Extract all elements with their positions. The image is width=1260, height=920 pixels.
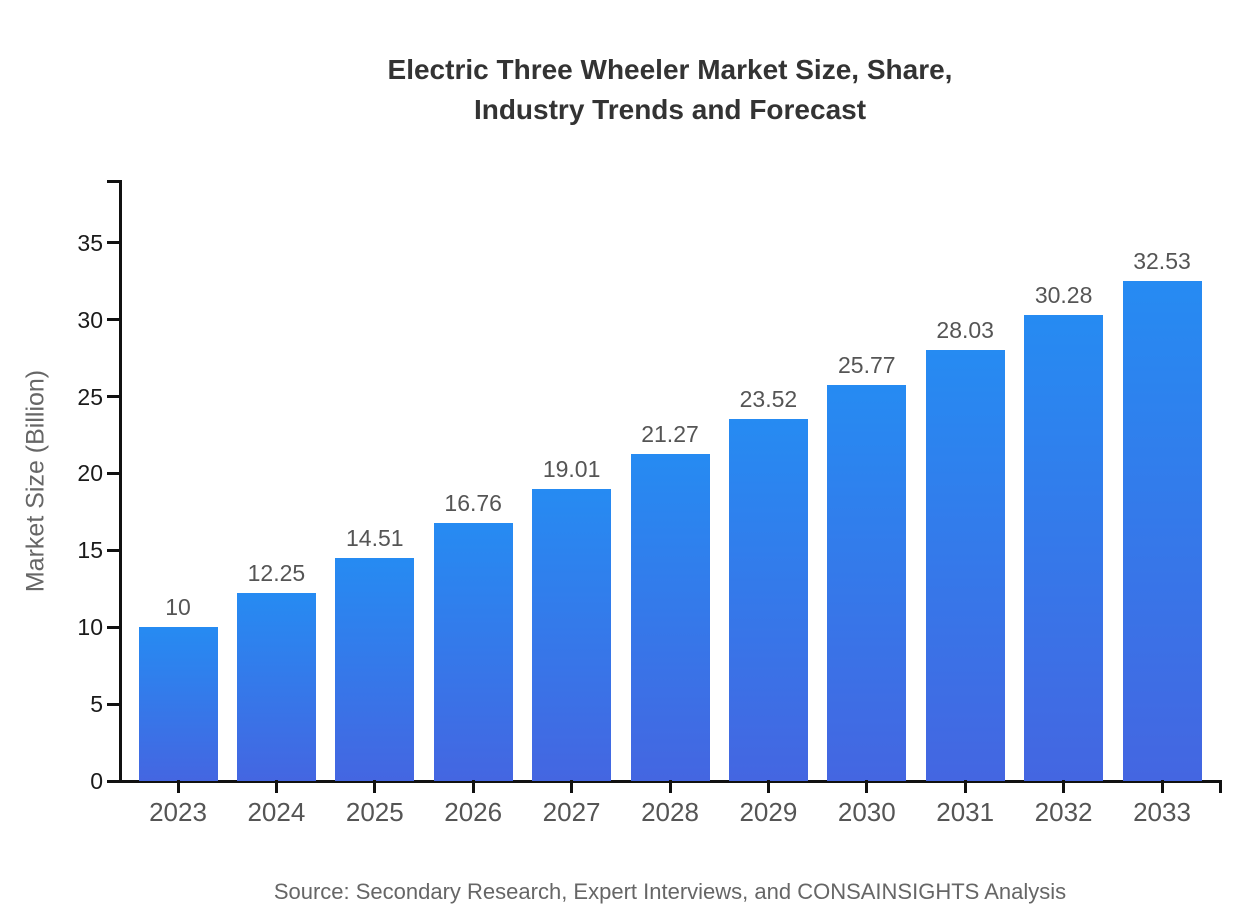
bar-2026	[433, 523, 513, 781]
y-tick	[107, 318, 119, 322]
bar-2023	[138, 627, 218, 781]
x-tick-label: 2033	[1133, 797, 1191, 827]
y-tick-label: 5	[90, 691, 103, 718]
bar-value-label: 21.27	[641, 420, 699, 447]
bar-2024	[236, 592, 316, 781]
bar-value-label: 10	[165, 594, 191, 621]
bar-2031	[925, 349, 1005, 781]
x-tick	[274, 780, 278, 793]
y-tick-label: 0	[90, 768, 103, 794]
y-tick-label: 10	[77, 614, 103, 641]
bar-value-label: 16.76	[444, 490, 502, 517]
chart-title: Electric Three Wheeler Market Size, Shar…	[80, 50, 1260, 130]
x-tick	[865, 780, 869, 793]
bar-2032	[1024, 315, 1104, 781]
y-tick-label: 25	[77, 383, 103, 410]
bar-value-label: 12.25	[247, 559, 306, 586]
x-tick-label: 2026	[444, 797, 503, 827]
x-tick-label: 2029	[739, 797, 798, 827]
bar-2030	[827, 384, 907, 781]
x-tick-label: 2030	[837, 797, 896, 827]
y-axis-end-tick	[107, 180, 119, 183]
x-tick-label: 2032	[1034, 797, 1093, 827]
y-tick	[107, 779, 119, 783]
x-tick	[373, 780, 377, 793]
x-tick-label: 2027	[542, 797, 601, 827]
y-tick	[107, 395, 119, 398]
x-tick	[570, 780, 574, 793]
y-tick-label: 15	[77, 537, 103, 564]
bar-value-label: 28.03	[936, 316, 994, 343]
x-tick-label: 2025	[345, 797, 404, 827]
bar-value-label: 19.01	[542, 455, 601, 482]
bar-value-label: 30.28	[1034, 282, 1093, 309]
x-tick	[668, 780, 672, 793]
y-tick-label: 35	[77, 229, 103, 256]
bar-value-label: 23.52	[739, 386, 798, 413]
x-tick-label: 2024	[247, 797, 306, 827]
y-tick	[107, 241, 119, 245]
x-tick	[766, 780, 770, 793]
bar-2028	[630, 453, 710, 781]
x-axis-end-tick	[1219, 780, 1222, 793]
bar-2025	[335, 557, 415, 781]
bar-value-label: 14.51	[346, 524, 404, 551]
bar-2029	[728, 419, 808, 781]
x-tick-label: 2031	[936, 797, 995, 827]
x-tick-label: 2023	[149, 797, 207, 827]
y-tick	[107, 702, 119, 706]
chart-title-line1: Electric Three Wheeler Market Size, Shar…	[387, 54, 953, 85]
y-tick-label: 20	[77, 460, 103, 487]
y-tick	[107, 548, 119, 552]
x-tick	[176, 780, 180, 793]
y-tick	[107, 625, 119, 629]
chart-title-line2: Industry Trends and Forecast	[473, 94, 867, 125]
y-tick	[107, 471, 119, 475]
x-tick	[1062, 780, 1066, 793]
bar-value-label: 32.53	[1133, 247, 1191, 274]
bar-value-label: 25.77	[838, 351, 896, 378]
x-tick	[1160, 780, 1164, 793]
bar-2027	[532, 488, 612, 781]
x-tick-label: 2028	[641, 797, 699, 827]
x-tick	[963, 780, 967, 793]
source-note: Source: Secondary Research, Expert Inter…	[273, 879, 1067, 904]
bar-2033	[1122, 280, 1202, 781]
y-axis-line	[119, 180, 122, 783]
x-tick	[471, 780, 475, 793]
y-tick-label: 30	[77, 306, 103, 333]
